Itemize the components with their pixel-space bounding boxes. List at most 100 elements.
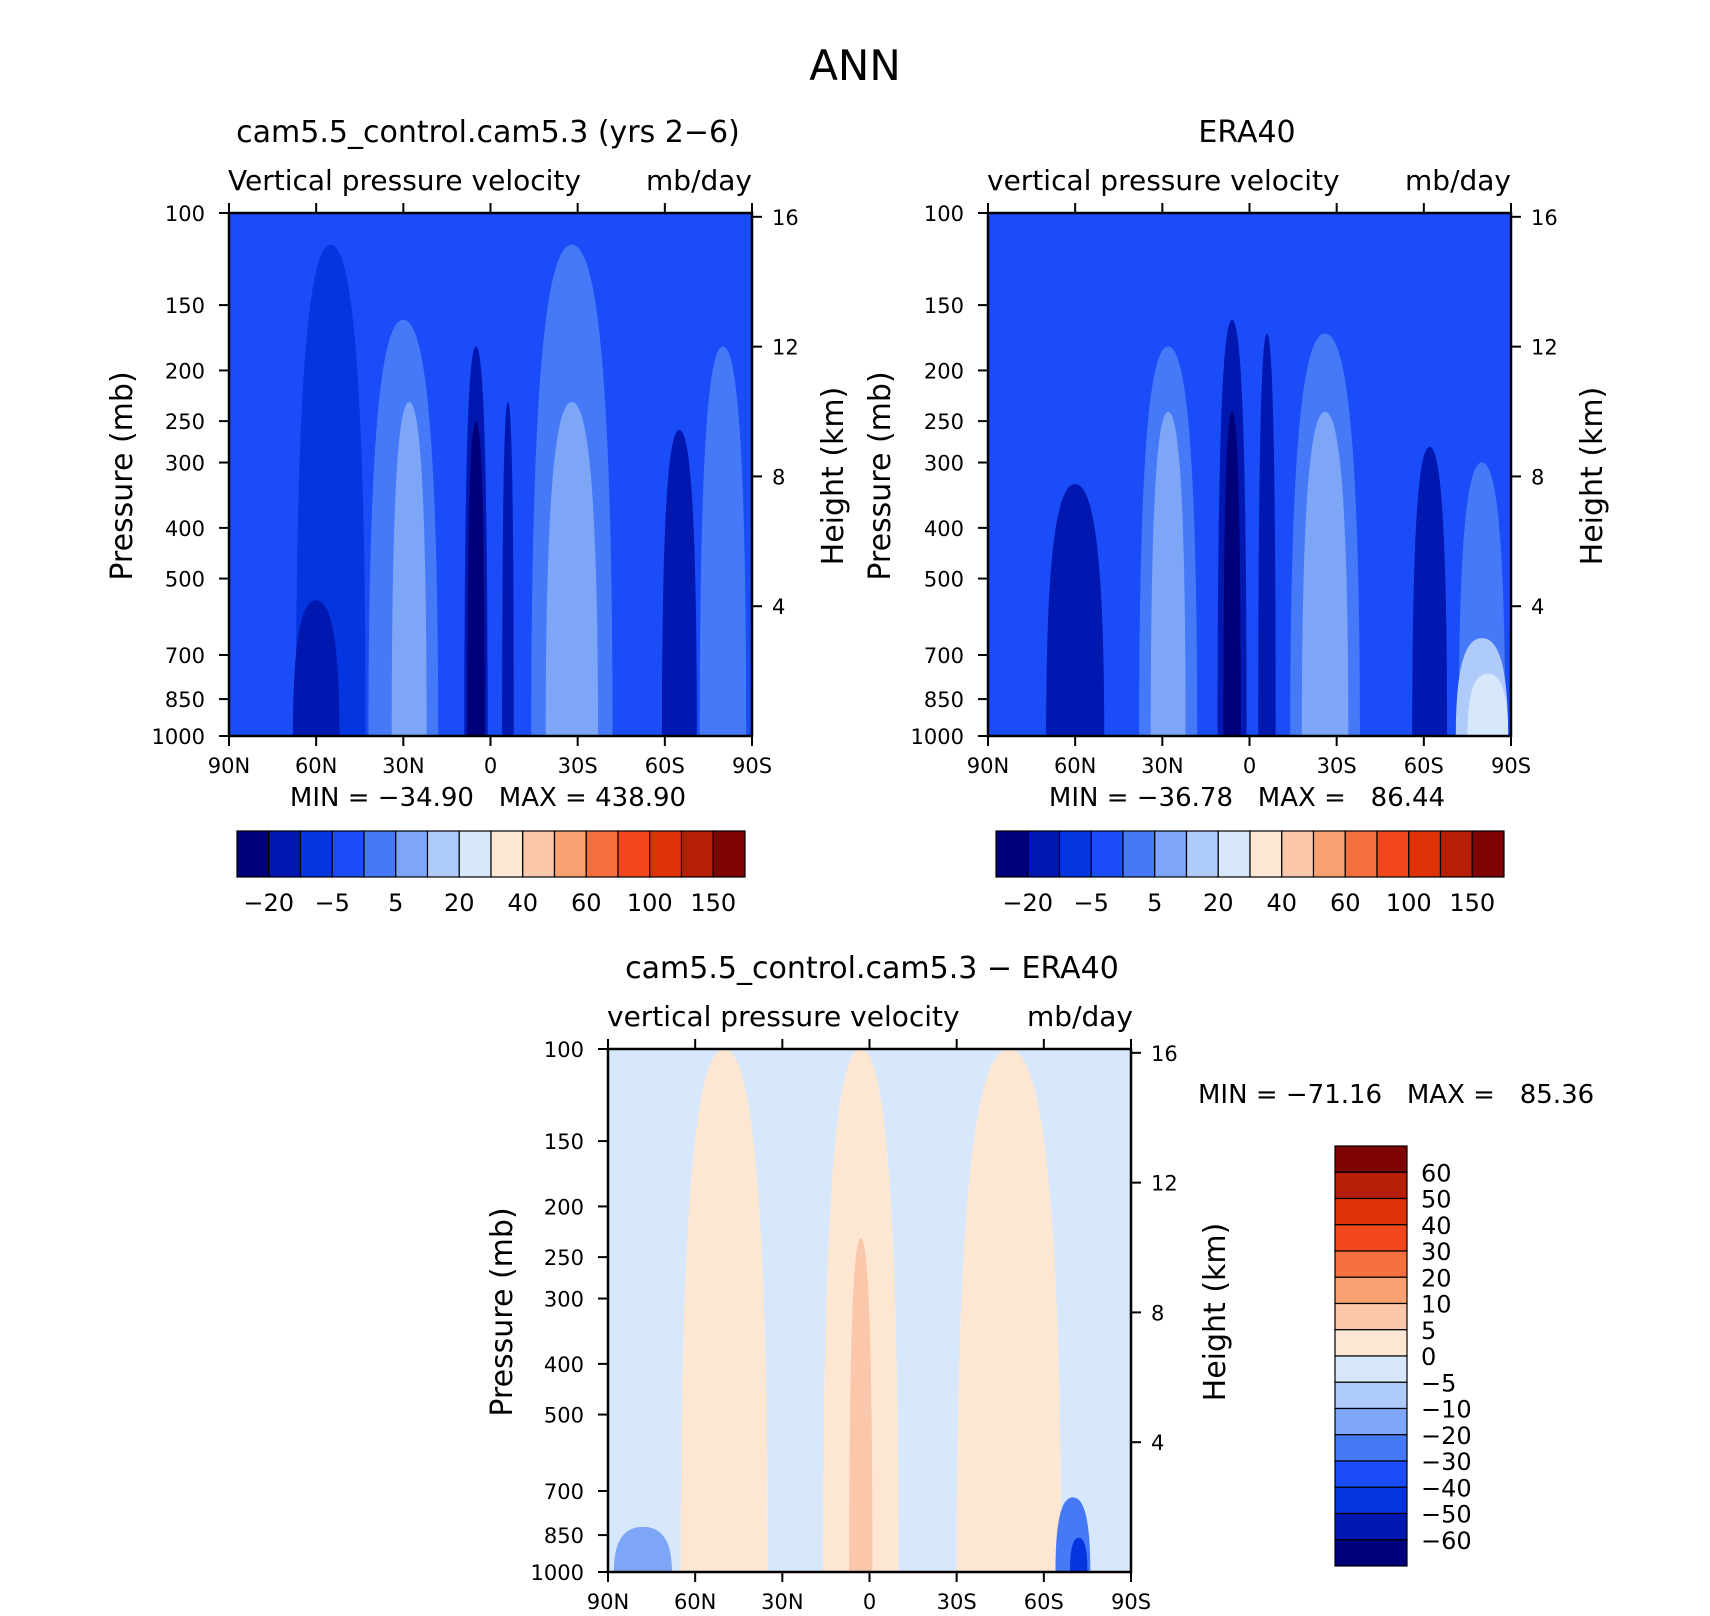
colorbar-swatch xyxy=(1122,830,1156,878)
y-tick-label: 200 xyxy=(924,359,964,383)
y-tick-label: 1000 xyxy=(152,725,205,749)
y-tick-label: 500 xyxy=(924,568,964,592)
colorbar-swatch xyxy=(585,830,619,878)
panel-model: cam5.5_control.cam5.3 (yrs 2−6) Vertical… xyxy=(105,115,851,917)
colorbar-swatch xyxy=(1334,1460,1408,1488)
y-tick-label: 850 xyxy=(544,1524,584,1548)
colorbar-swatch xyxy=(1281,830,1315,878)
y-tick-label: 400 xyxy=(924,517,964,541)
field-model xyxy=(229,213,752,736)
colorbar-swatch xyxy=(1027,830,1061,878)
y2-tick-label: 12 xyxy=(1151,1172,1178,1196)
colorbar-swatch xyxy=(363,830,397,878)
x-tick-label: 30N xyxy=(761,1590,803,1614)
colorbar-label: 0 xyxy=(1421,1343,1436,1371)
colorbar-label: 40 xyxy=(1421,1212,1452,1240)
x-tick-label: 30S xyxy=(937,1590,977,1614)
colorbar-swatch xyxy=(458,830,492,878)
colorbar-swatch xyxy=(1090,830,1124,878)
contour-region xyxy=(956,1049,1062,1572)
y2-tick-label: 12 xyxy=(772,336,799,360)
colorbar-swatch xyxy=(1334,1355,1408,1383)
colorbar-label: 20 xyxy=(444,889,475,917)
colorbar-swatch xyxy=(1376,830,1410,878)
contour-region xyxy=(680,1049,768,1572)
colorbar-swatch xyxy=(331,830,365,878)
colorbar-label: −5 xyxy=(1421,1369,1456,1397)
colorbar-swatch xyxy=(1249,830,1283,878)
panel-diff-title: cam5.5_control.cam5.3 − ERA40 xyxy=(625,951,1119,986)
contour-region xyxy=(613,1526,672,1572)
y-tick-label: 850 xyxy=(924,688,964,712)
contour-region xyxy=(391,402,427,736)
colorbar-label: 5 xyxy=(1147,889,1162,917)
panel-model-subtitle: Vertical pressure velocity xyxy=(228,164,581,197)
x-tick-label: 30S xyxy=(558,754,598,778)
y-tick-label: 250 xyxy=(544,1246,584,1270)
x-tick-label: 0 xyxy=(1243,754,1256,778)
colorbar-label: 40 xyxy=(1266,889,1297,917)
colorbar-swatch xyxy=(1217,830,1251,878)
contour-region xyxy=(849,1238,873,1572)
x-tick-label: 60N xyxy=(295,754,337,778)
contour-region xyxy=(1069,1537,1088,1572)
colorbar-swatch xyxy=(1334,1434,1408,1462)
y2-tick-label: 16 xyxy=(772,206,799,230)
x-tick-label: 30N xyxy=(1141,754,1183,778)
colorbar-label: −5 xyxy=(315,889,350,917)
y-tick-label: 150 xyxy=(544,1130,584,1154)
panel-model-title: cam5.5_control.cam5.3 (yrs 2−6) xyxy=(236,115,740,150)
colorbar-swatch xyxy=(1334,1329,1408,1357)
contour-region xyxy=(467,421,485,736)
y-tick-label: 700 xyxy=(165,644,205,668)
panel-model-units: mb/day xyxy=(646,164,752,197)
colorbar-swatch xyxy=(268,830,302,878)
y-tick-label: 100 xyxy=(544,1038,584,1062)
colorbar-swatch xyxy=(1334,1276,1408,1305)
panel-diff-y2label: Height (km) xyxy=(1198,1223,1233,1402)
panel-obs-title: ERA40 xyxy=(1198,115,1295,150)
colorbar-swatch xyxy=(299,830,333,878)
y-tick-label: 1000 xyxy=(911,725,964,749)
panel-obs-ylabel: Pressure (mb) xyxy=(863,371,898,580)
colorbar-swatch xyxy=(553,830,587,878)
y-tick-label: 200 xyxy=(544,1195,584,1219)
colorbar-label: 50 xyxy=(1421,1186,1452,1214)
plot-area-model: 100 150 200 250 300 400 500 700 850 1000 16 12 8 4 90N… xyxy=(152,202,799,778)
panel-diff-stats: MIN = −71.16 MAX = 85.36 xyxy=(1198,1080,1594,1110)
plot-area-diff: 100 150 200 250 300 400 500 700 850 1000 16 12 8 4 90N… xyxy=(531,1038,1178,1614)
colorbar-swatch xyxy=(1439,830,1473,878)
colorbar-label: 40 xyxy=(507,889,538,917)
colorbar-swatch xyxy=(1334,1197,1408,1226)
colorbar-label: −50 xyxy=(1421,1501,1472,1529)
colorbar-label: −60 xyxy=(1421,1527,1472,1555)
contour-region xyxy=(545,402,599,736)
x-tick-label: 90N xyxy=(208,754,250,778)
colorbar-swatch xyxy=(1312,830,1346,878)
contour-region xyxy=(1301,411,1349,736)
colorbar-label: 60 xyxy=(571,889,602,917)
y-tick-label: 500 xyxy=(165,568,205,592)
contour-region xyxy=(1223,411,1241,736)
colorbar-swatch xyxy=(1058,830,1092,878)
y2-tick-label: 12 xyxy=(1531,336,1558,360)
y2-tick-label: 8 xyxy=(772,465,785,489)
colorbar-label: 5 xyxy=(388,889,403,917)
colorbar-swatch xyxy=(1408,830,1442,878)
colorbar-swatch xyxy=(617,830,651,878)
figure-title: ANN xyxy=(809,41,901,90)
contour-region xyxy=(292,600,340,736)
contour-region xyxy=(502,402,514,736)
colorbar-swatch xyxy=(712,830,746,878)
colorbar-swatch xyxy=(1344,830,1378,878)
panel-model-ylabel: Pressure (mb) xyxy=(105,371,140,580)
y2-tick-label: 16 xyxy=(1151,1042,1178,1066)
colorbar-label: 60 xyxy=(1421,1159,1452,1187)
y-tick-label: 100 xyxy=(165,202,205,226)
colorbar-swatch xyxy=(395,830,429,878)
x-tick-label: 60N xyxy=(674,1590,716,1614)
colorbar-label: −5 xyxy=(1074,889,1109,917)
contour-region xyxy=(1412,446,1448,736)
y-tick-label: 400 xyxy=(165,517,205,541)
